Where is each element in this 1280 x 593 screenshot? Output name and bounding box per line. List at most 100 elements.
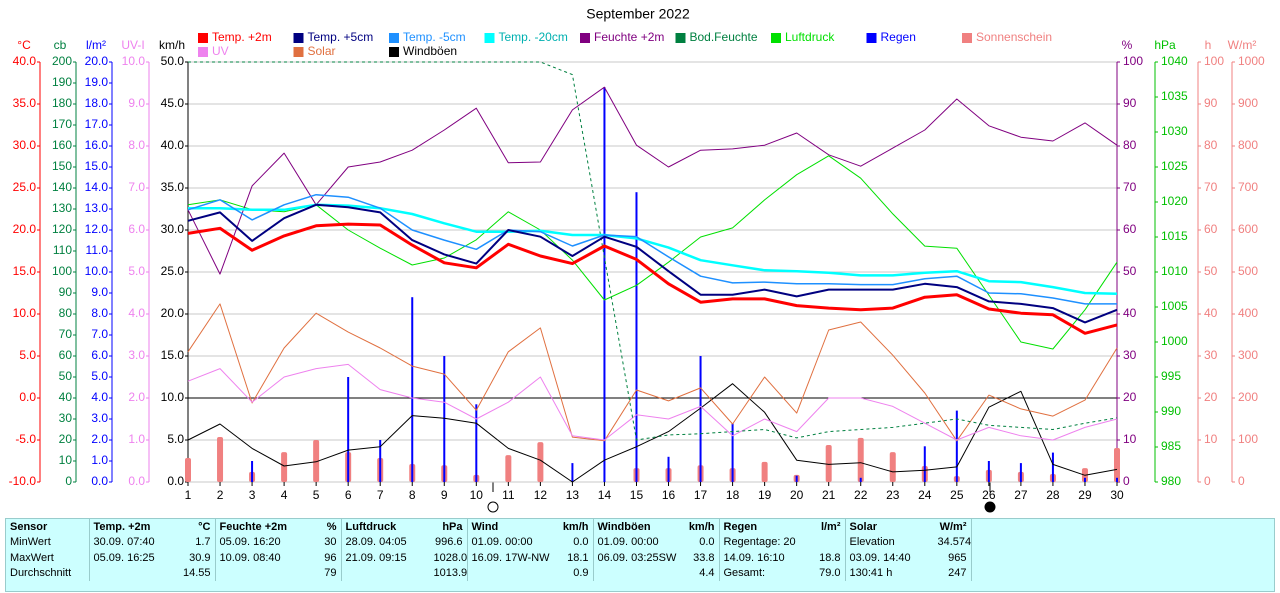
legend-swatch — [389, 33, 399, 43]
y-tick-label: 40.0 — [13, 54, 37, 68]
y-tick-label: 15.0 — [85, 159, 109, 173]
legend-swatch — [771, 33, 781, 43]
y-tick-label: 100 — [52, 264, 72, 278]
y-tick-label: 200 — [52, 54, 72, 68]
y-tick-label: 50 — [1204, 264, 1218, 278]
table-cell: 30.9 — [177, 550, 216, 566]
y-tick-label: 12.0 — [85, 222, 109, 236]
x-tick-label: 18 — [726, 488, 740, 502]
y-tick-label: 1005 — [1161, 299, 1188, 313]
axis-unit: hPa — [1154, 38, 1176, 52]
y-tick-label: 80 — [59, 306, 73, 320]
bar — [859, 477, 862, 482]
legend-label: Regen — [881, 30, 916, 44]
legend-label: Windböen — [403, 44, 457, 58]
y-tick-label: 90 — [59, 285, 73, 299]
bar — [379, 440, 382, 482]
series-line — [188, 61, 1118, 441]
bar — [699, 356, 702, 482]
y-tick-label: 1015 — [1161, 229, 1188, 243]
legend-label: Temp. -20cm — [499, 30, 568, 44]
axis-unit: l/m² — [86, 38, 106, 52]
legend-label: Sonnenschein — [976, 30, 1052, 44]
axis-unit: % — [1122, 38, 1133, 52]
y-tick-label: 1.0 — [91, 453, 108, 467]
table-cell: Regen — [723, 520, 758, 533]
legend-swatch — [293, 47, 304, 57]
y-tick-label: 70 — [1123, 180, 1137, 194]
bar — [987, 461, 990, 482]
axis-unit: W/m² — [1228, 38, 1257, 52]
table-cell: 14.09. 16:10 — [723, 551, 785, 564]
y-tick-label: 110 — [53, 243, 72, 257]
y-tick-label: 70 — [1204, 180, 1218, 194]
y-tick-label: 200 — [1238, 390, 1258, 404]
table-cell: 18.1 — [555, 550, 594, 566]
y-tick-label: 1025 — [1161, 159, 1188, 173]
table-cell — [467, 566, 556, 582]
x-tick-label: 12 — [534, 488, 548, 502]
y-tick-label: 0.0 — [19, 390, 36, 404]
legend-swatch — [484, 33, 495, 43]
bar — [281, 452, 288, 482]
y-tick-label: 5.0 — [19, 348, 36, 362]
table-cell — [341, 566, 430, 582]
table-cell: 1013.9 — [429, 565, 468, 581]
new-moon-icon — [984, 501, 996, 513]
y-tick-label: 170 — [52, 117, 72, 131]
legend-swatch — [962, 33, 972, 43]
x-tick-label: 30 — [1110, 488, 1124, 502]
table-row: MaxWert 05.09. 16:25 30.9 10.09. 08:40 96 21.… — [6, 550, 1274, 566]
bar — [537, 442, 544, 482]
y-tick-label: 20.0 — [161, 306, 185, 320]
series-line — [187, 383, 1118, 483]
y-tick-label: 300 — [1238, 348, 1258, 362]
x-tick-label: 7 — [377, 488, 384, 502]
x-tick-label: 3 — [249, 488, 256, 502]
legend-label: Solar — [308, 44, 336, 58]
y-tick-label: 30.0 — [161, 222, 185, 236]
y-tick-label: 4.0 — [91, 390, 108, 404]
series-line — [187, 303, 1118, 442]
table-cell: 10.09. 08:40 — [219, 551, 281, 564]
table-cell: 1.7 — [177, 534, 216, 550]
table-filler — [971, 550, 1274, 566]
x-tick-label: 23 — [886, 488, 900, 502]
y-tick-label: 20.0 — [85, 54, 109, 68]
table-cell: 05.09. 16:25 — [93, 551, 155, 564]
table-cell: 79 — [303, 565, 342, 581]
x-tick-label: 21 — [822, 488, 836, 502]
table-cell: Sensor — [6, 519, 90, 535]
y-tick-label: 30 — [59, 411, 73, 425]
legend-swatch — [389, 47, 399, 57]
legend-label: Temp. +2m — [212, 30, 272, 44]
y-tick-label: 1.0 — [128, 432, 145, 446]
table-cell: 30.09. 07:40 — [93, 536, 155, 549]
table-cell: 34.574 — [933, 534, 972, 550]
bar — [443, 356, 446, 482]
y-tick-label: 11.0 — [86, 243, 109, 257]
bar — [857, 437, 864, 482]
y-tick-label: 15.0 — [161, 348, 185, 362]
table-cell: Luftdruck — [345, 520, 397, 533]
legend-swatch — [198, 47, 208, 57]
bar — [185, 458, 191, 482]
table-cell: MinWert — [6, 534, 90, 550]
y-tick-label: 500 — [1238, 264, 1258, 278]
series-line — [188, 203, 1118, 296]
y-tick-label: 16.0 — [85, 138, 109, 152]
y-tick-label: 20.0 — [13, 222, 37, 236]
x-tick-label: 24 — [918, 488, 932, 502]
x-tick-label: 13 — [566, 488, 580, 502]
y-tick-label: 20 — [1204, 390, 1218, 404]
axis-unit: UV-I — [121, 38, 144, 52]
y-tick-label: 0.0 — [91, 474, 108, 488]
legend-label: Bod.Feuchte — [690, 30, 758, 44]
table-cell: 247 — [933, 565, 972, 581]
x-tick-label: 17 — [694, 488, 708, 502]
bar — [825, 445, 832, 482]
y-tick-label: 10 — [1204, 432, 1218, 446]
legend-label: Temp. -5cm — [403, 30, 466, 44]
y-tick-label: 1000 — [1161, 334, 1188, 348]
